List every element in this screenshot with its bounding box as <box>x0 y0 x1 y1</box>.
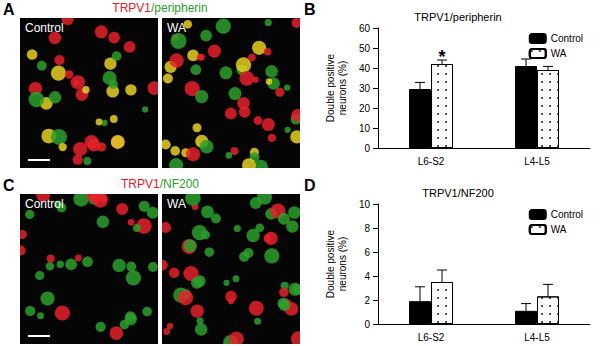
html-text:TRPV1 /peripherin: TRPV1 /peripherin <box>112 1 208 15</box>
svg-text:Double positive: Double positive <box>325 229 336 298</box>
svg-text:Control: Control <box>551 33 583 44</box>
html-text:Control: Control <box>25 197 64 211</box>
svg-text:50: 50 <box>359 43 371 54</box>
svg-text:L6-S2: L6-S2 <box>418 332 445 343</box>
html-text:D: D <box>304 177 316 194</box>
svg-text:TRPV1/peripherin: TRPV1/peripherin <box>414 11 501 23</box>
html-text:A: A <box>3 1 15 18</box>
svg-text:10: 10 <box>359 123 371 134</box>
svg-text:WA: WA <box>551 48 567 59</box>
svg-text:2: 2 <box>364 295 370 306</box>
svg-text:neurons (%): neurons (%) <box>337 237 348 291</box>
svg-text:30: 30 <box>359 83 371 94</box>
svg-text:Control: Control <box>551 209 583 220</box>
svg-text:Double positive: Double positive <box>325 53 336 122</box>
svg-text:6: 6 <box>364 247 370 258</box>
svg-text:L6-S2: L6-S2 <box>418 156 445 167</box>
svg-text:20: 20 <box>359 103 371 114</box>
svg-text:0: 0 <box>364 143 370 154</box>
svg-text:L4-L5: L4-L5 <box>524 156 550 167</box>
html-text:B: B <box>304 1 316 18</box>
html-text:Control: Control <box>25 21 64 35</box>
svg-text:*: * <box>439 47 446 67</box>
svg-text:60: 60 <box>359 23 371 34</box>
svg-text:neurons (%): neurons (%) <box>337 61 348 115</box>
svg-text:L4-L5: L4-L5 <box>524 332 550 343</box>
svg-text:40: 40 <box>359 63 371 74</box>
html-text:WA: WA <box>167 197 186 211</box>
svg-text:0: 0 <box>364 319 370 330</box>
html-text:WA: WA <box>167 21 186 35</box>
svg-text:10: 10 <box>359 199 371 210</box>
svg-text:8: 8 <box>364 223 370 234</box>
html-text:C: C <box>3 177 15 194</box>
svg-text:TRPV1/NF200: TRPV1/NF200 <box>422 187 494 199</box>
html-text:TRPV1 /NF200: TRPV1 /NF200 <box>121 177 199 191</box>
svg-text:WA: WA <box>551 224 567 235</box>
svg-text:4: 4 <box>364 271 370 282</box>
